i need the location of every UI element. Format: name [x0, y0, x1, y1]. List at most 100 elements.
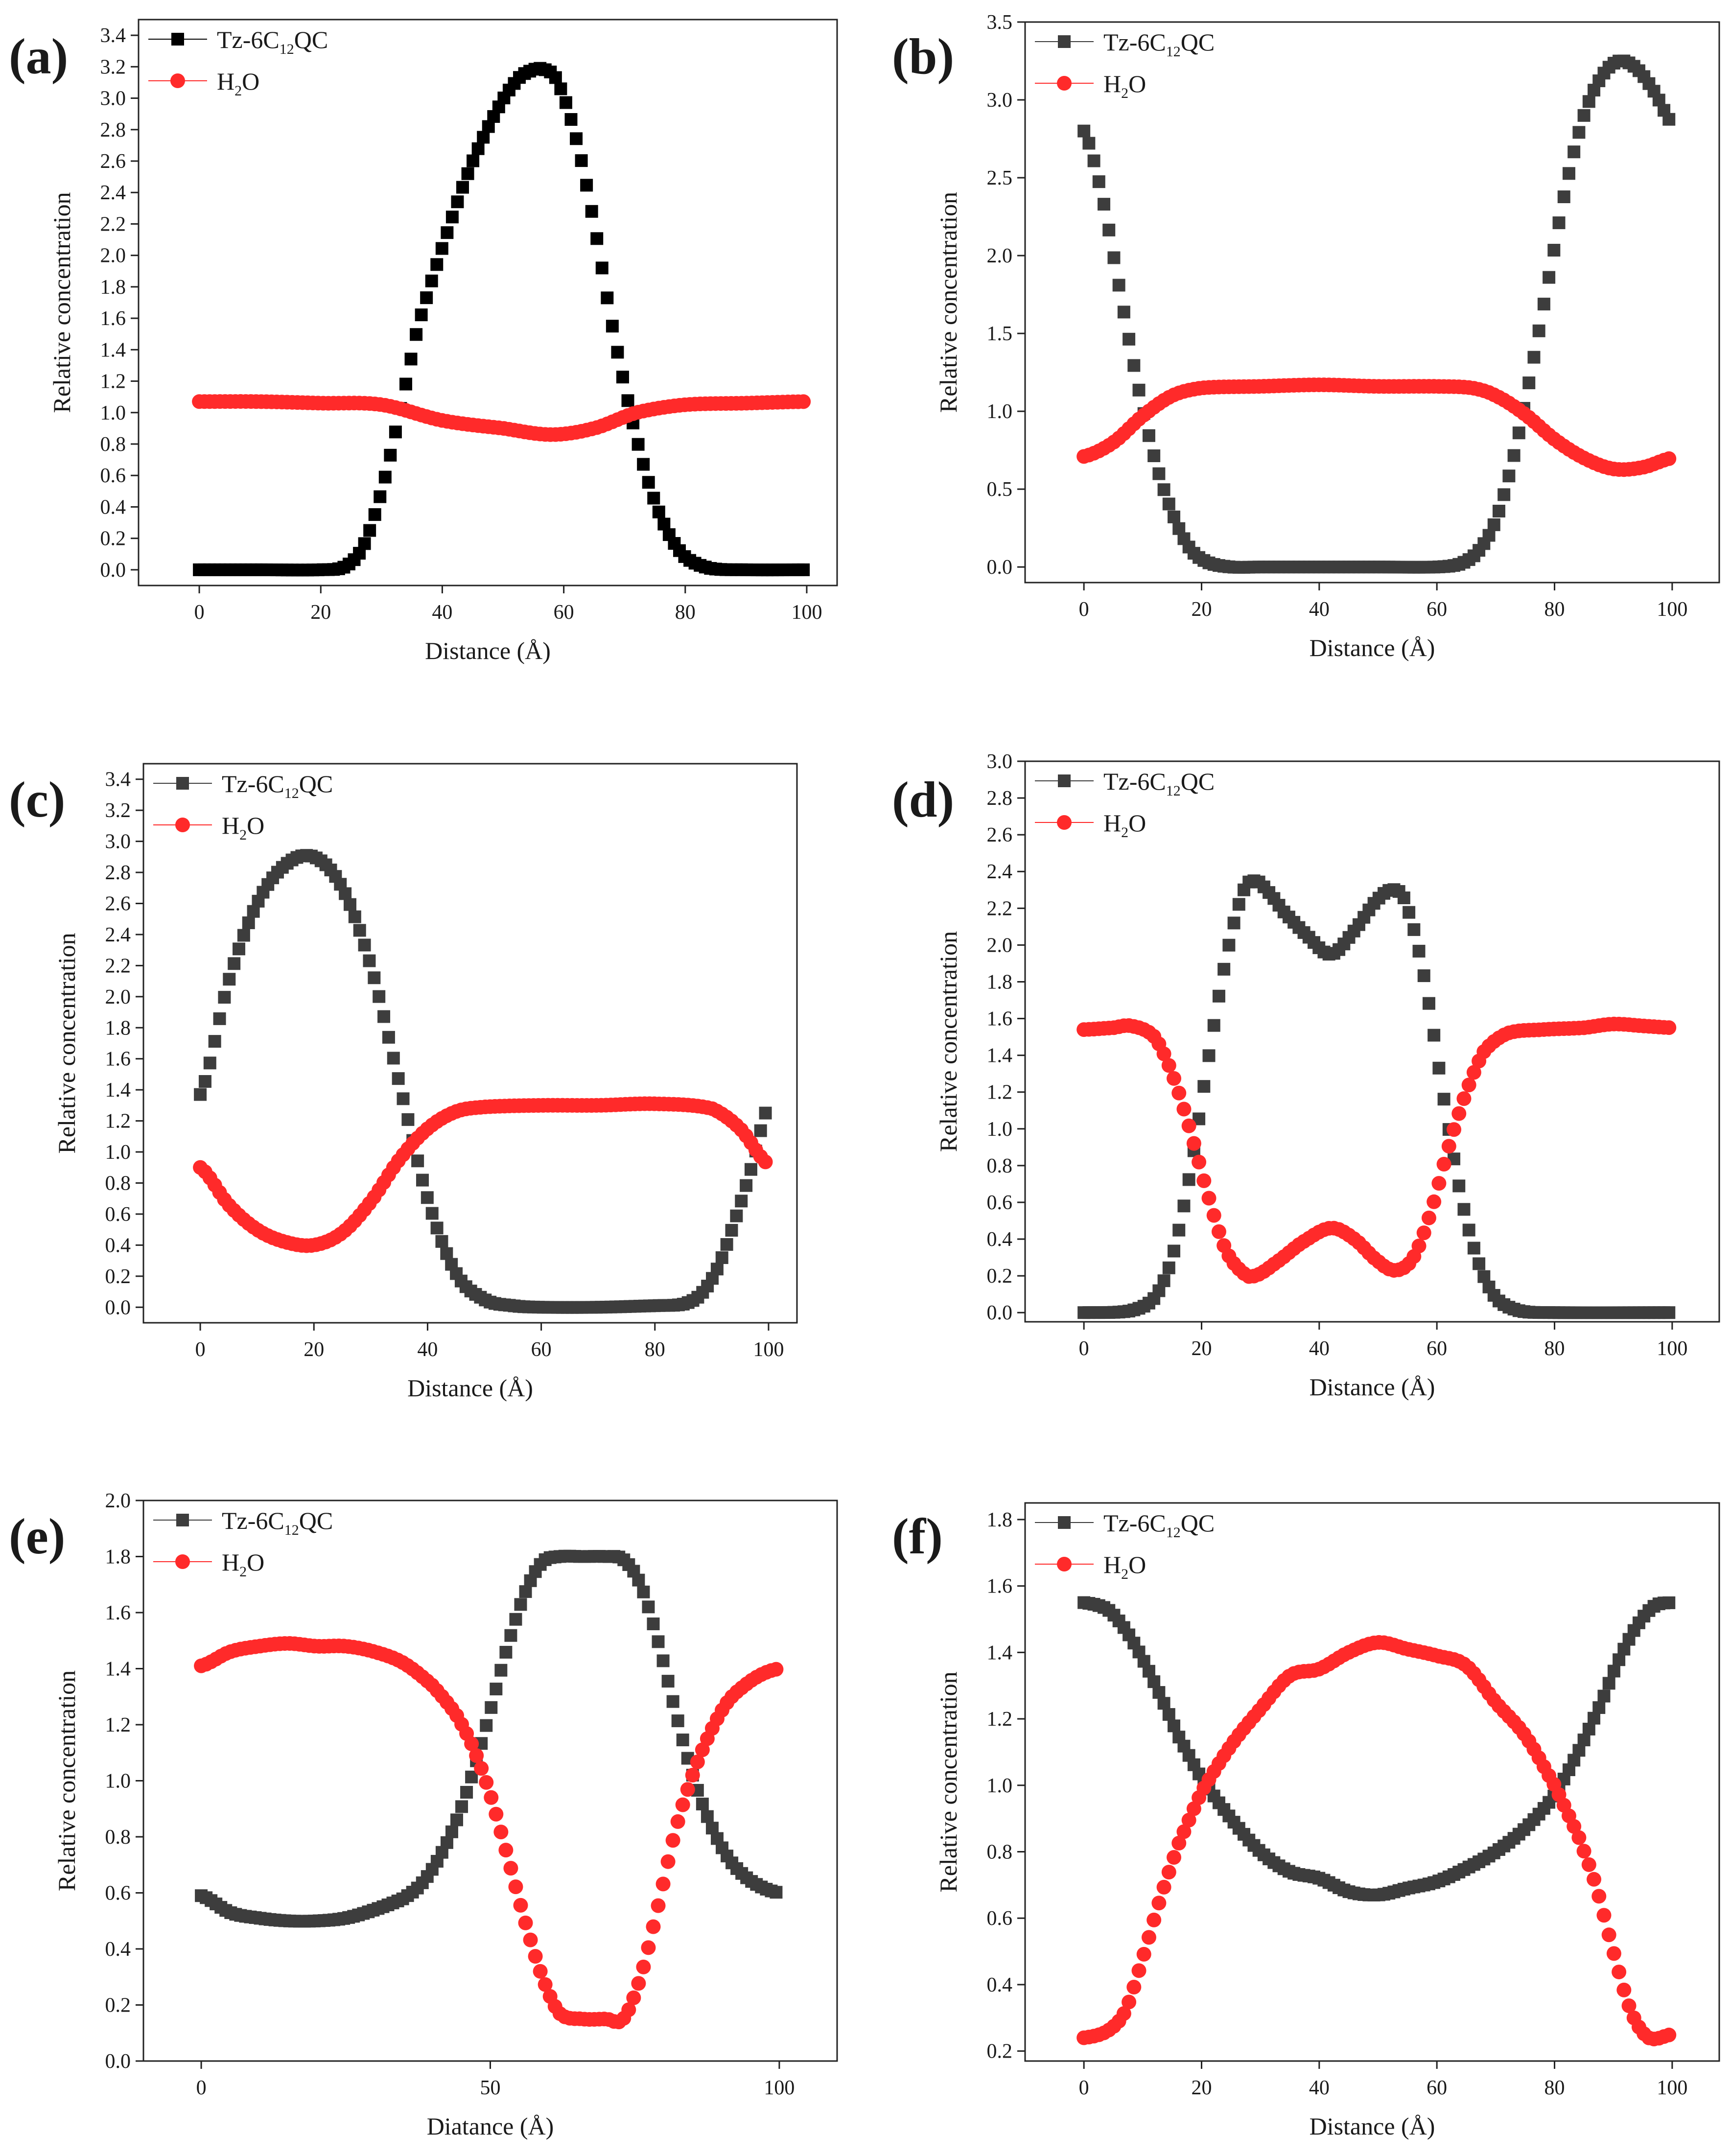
y-tick-label: 0.8: [100, 433, 126, 456]
data-point: [420, 291, 433, 305]
legend-label: Tz-6C12QC: [1103, 28, 1215, 60]
data-point: [715, 1251, 728, 1264]
data-point: [1432, 1061, 1446, 1075]
series-H2O: [1076, 377, 1677, 477]
y-axis-title: Relative concentration: [935, 192, 962, 413]
data-point: [233, 942, 246, 956]
x-tick-label: 40: [432, 601, 452, 624]
data-point: [754, 1124, 767, 1137]
y-tick-label: 3.0: [105, 831, 131, 853]
x-tick-label: 60: [1427, 1337, 1447, 1360]
data-point: [1217, 962, 1231, 976]
y-tick-label: 3.5: [987, 11, 1013, 34]
data-point: [461, 167, 474, 180]
data-point: [1571, 1830, 1587, 1845]
y-tick-label: 0.6: [105, 1203, 131, 1226]
data-point: [1512, 426, 1525, 440]
x-axis-title: Distance (Å): [1310, 2112, 1435, 2140]
data-point: [498, 1843, 514, 1858]
data-point: [1197, 1080, 1211, 1093]
data-point: [1146, 1912, 1162, 1927]
y-tick-label: 2.6: [105, 893, 131, 915]
data-point: [1397, 891, 1410, 905]
data-point: [538, 1977, 553, 1992]
data-point: [642, 476, 655, 489]
data-point: [425, 1207, 439, 1220]
data-point: [661, 1675, 675, 1688]
x-tick-label: 0: [195, 1338, 206, 1361]
y-tick-label: 1.2: [105, 1714, 131, 1736]
data-point: [1212, 989, 1225, 1003]
data-point: [660, 1854, 676, 1869]
data-point: [1211, 1224, 1226, 1239]
data-point: [415, 308, 428, 322]
data-point: [1577, 109, 1591, 122]
series-H2O: [1076, 1016, 1677, 1284]
data-point: [1462, 1223, 1475, 1237]
x-tick-label: 100: [1657, 2077, 1687, 2099]
y-tick-label: 2.8: [987, 787, 1013, 810]
legend-label: Tz-6C12QC: [217, 26, 328, 57]
data-point: [1416, 1225, 1431, 1241]
data-point: [1467, 1242, 1480, 1255]
x-tick-label: 60: [554, 601, 574, 624]
data-point: [451, 195, 464, 209]
data-point: [441, 226, 454, 239]
data-point: [416, 1173, 429, 1187]
y-tick-label: 1.2: [987, 1081, 1013, 1104]
data-point: [430, 1221, 444, 1235]
y-tick-label: 0.0: [105, 2050, 131, 2073]
x-tick-label: 80: [675, 601, 696, 624]
data-point: [1473, 1257, 1486, 1270]
data-point: [1127, 359, 1141, 372]
data-point: [485, 1701, 498, 1714]
series-Tz-6C12QC: [193, 62, 810, 577]
legend-marker: [175, 1554, 190, 1569]
y-tick-label: 2.8: [100, 119, 126, 141]
data-point: [455, 1800, 468, 1813]
panel-label: (c): [9, 772, 65, 828]
series-H2O: [193, 1096, 773, 1253]
data-point: [1522, 376, 1536, 390]
data-point: [570, 132, 583, 145]
data-point: [382, 1031, 395, 1044]
data-point: [1152, 1686, 1166, 1699]
data-point: [430, 258, 444, 271]
data-point: [655, 1876, 671, 1892]
data-point: [796, 394, 811, 409]
data-point: [580, 179, 593, 192]
data-point: [676, 1734, 689, 1747]
y-tick-label: 1.8: [987, 1509, 1013, 1531]
data-point: [1142, 429, 1155, 442]
data-point: [1662, 1596, 1676, 1609]
y-axis-title: Relative concentration: [48, 192, 75, 413]
data-point: [1662, 113, 1676, 126]
data-point: [1087, 154, 1100, 167]
data-point: [1403, 906, 1416, 919]
y-tick-label: 0.6: [987, 1192, 1013, 1214]
data-point: [218, 991, 231, 1004]
data-point: [647, 492, 660, 505]
chart-panel-2: (c) 0 20 40 60 80 100 0.0 0.2 0.4 0.6 0.8 1.0 1.2 1.4 1…: [9, 763, 798, 1402]
data-point: [1222, 938, 1236, 952]
y-tick-label: 1.6: [105, 1602, 131, 1624]
y-axis-title: Relative concentration: [53, 933, 80, 1153]
chart-panel-0: (a) 0 20 40 60 80 100 0.0 0.2 0.4 0.6 0.8 1.0 1.2 1.4 1…: [9, 19, 838, 664]
x-tick-label: 20: [1192, 1337, 1212, 1360]
y-tick-label: 1.5: [987, 323, 1013, 345]
data-point: [559, 96, 572, 109]
y-tick-label: 0.6: [105, 1882, 131, 1905]
data-point: [223, 973, 236, 986]
data-point: [1487, 518, 1500, 531]
data-point: [1547, 244, 1561, 257]
data-point: [1456, 1091, 1472, 1106]
x-tick-label: 0: [194, 601, 205, 624]
data-point: [769, 1662, 784, 1677]
y-tick-label: 3.2: [100, 56, 126, 78]
data-point: [1581, 1857, 1596, 1872]
data-point: [1532, 324, 1545, 337]
data-point: [1527, 351, 1541, 364]
data-point: [632, 438, 645, 451]
data-point: [445, 1825, 458, 1838]
